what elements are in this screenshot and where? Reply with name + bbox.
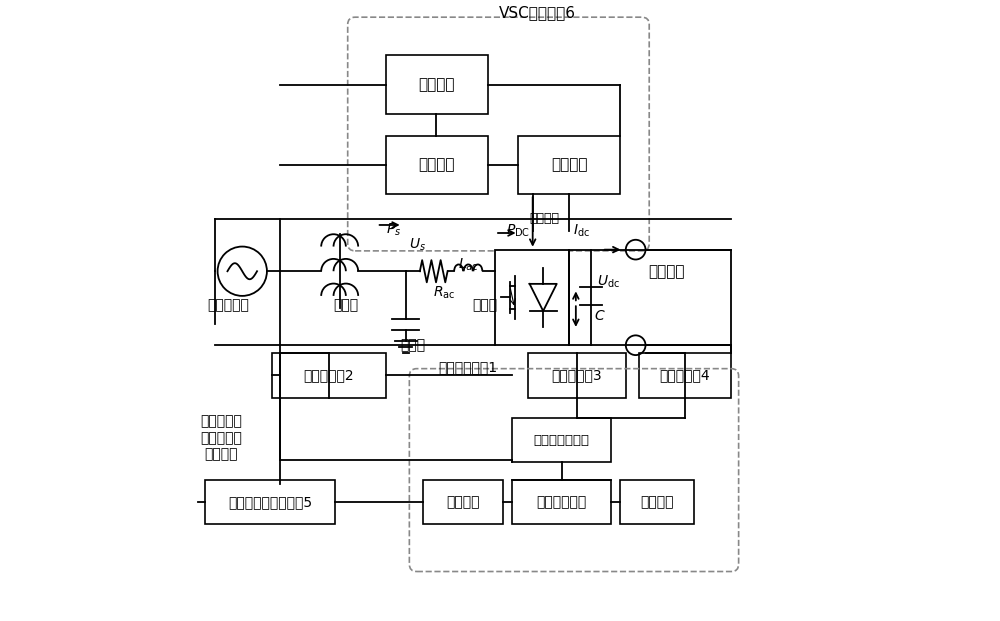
- Text: 通信模块: 通信模块: [446, 495, 480, 509]
- FancyBboxPatch shape: [620, 479, 694, 524]
- Text: $P_s$: $P_s$: [386, 222, 401, 238]
- FancyBboxPatch shape: [528, 353, 626, 397]
- Text: 通信模块: 通信模块: [419, 77, 455, 92]
- Text: 直流电缆: 直流电缆: [648, 264, 685, 279]
- Text: $I_{\mathrm{dc}}$: $I_{\mathrm{dc}}$: [573, 223, 590, 239]
- Text: 协调控制: 协调控制: [419, 157, 455, 173]
- Text: 中央处理单元: 中央处理单元: [537, 495, 587, 509]
- Text: 模拟量采集模块: 模拟量采集模块: [534, 433, 590, 446]
- Text: VSC控制系统6: VSC控制系统6: [498, 5, 575, 20]
- Text: 无穷大电源: 无穷大电源: [208, 298, 250, 312]
- Text: $U_{\mathrm{dc}}$: $U_{\mathrm{dc}}$: [597, 273, 620, 290]
- Text: 人机界面: 人机界面: [640, 495, 674, 509]
- FancyBboxPatch shape: [512, 479, 611, 524]
- FancyBboxPatch shape: [512, 418, 611, 463]
- Text: 变压器: 变压器: [333, 298, 358, 312]
- Text: $R_{\mathrm{ac}}$: $R_{\mathrm{ac}}$: [433, 284, 456, 301]
- Text: 小干扰分析计算中心5: 小干扰分析计算中心5: [228, 495, 312, 509]
- Text: 滤波器: 滤波器: [400, 338, 425, 352]
- Text: 触发脉冲: 触发脉冲: [530, 212, 560, 225]
- Text: $P_{\mathrm{DC}}$: $P_{\mathrm{DC}}$: [506, 223, 530, 239]
- Text: 电压互感器2: 电压互感器2: [304, 368, 354, 383]
- FancyBboxPatch shape: [272, 353, 386, 397]
- Text: 其他端控制
系统和智能
测控装置: 其他端控制 系统和智能 测控装置: [200, 414, 242, 461]
- Text: 换流器: 换流器: [472, 298, 497, 312]
- Text: $U_s$: $U_s$: [409, 237, 426, 253]
- Text: 智能测控装置1: 智能测控装置1: [438, 360, 497, 374]
- FancyBboxPatch shape: [639, 353, 731, 397]
- FancyBboxPatch shape: [205, 479, 335, 524]
- Text: $C$: $C$: [594, 309, 605, 323]
- FancyBboxPatch shape: [495, 250, 569, 345]
- Text: $L_{\mathrm{ac}}$: $L_{\mathrm{ac}}$: [458, 257, 478, 273]
- FancyBboxPatch shape: [518, 135, 620, 194]
- Text: 本地控制: 本地控制: [551, 157, 588, 173]
- Text: 电压传感器3: 电压传感器3: [552, 368, 602, 383]
- FancyBboxPatch shape: [386, 55, 488, 114]
- Text: 电流传感器4: 电流传感器4: [660, 368, 710, 383]
- FancyBboxPatch shape: [386, 135, 488, 194]
- FancyBboxPatch shape: [423, 479, 503, 524]
